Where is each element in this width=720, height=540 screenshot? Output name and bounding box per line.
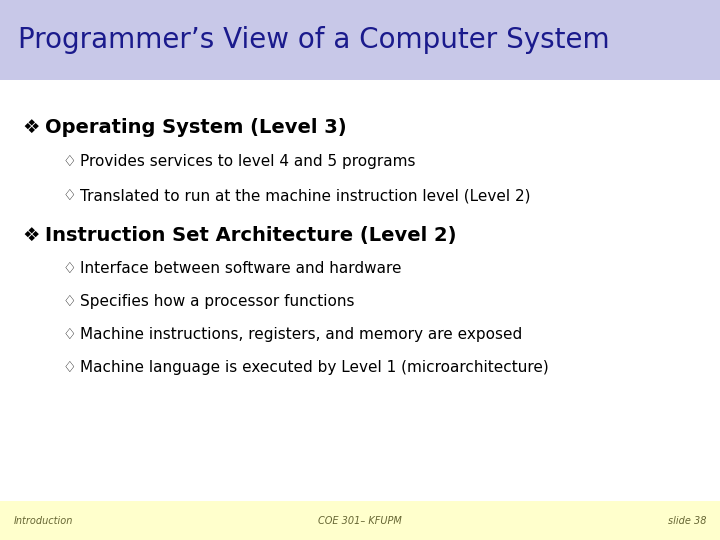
- Text: ❖: ❖: [22, 226, 40, 245]
- Text: Machine language is executed by Level 1 (microarchitecture): Machine language is executed by Level 1 …: [80, 360, 549, 375]
- Text: Specifies how a processor functions: Specifies how a processor functions: [80, 294, 354, 309]
- Text: ❖: ❖: [22, 118, 40, 137]
- Text: Interface between software and hardware: Interface between software and hardware: [80, 261, 402, 276]
- Text: Provides services to level 4 and 5 programs: Provides services to level 4 and 5 progr…: [80, 154, 415, 170]
- Bar: [0, 0, 720, 80]
- Text: ♢: ♢: [62, 360, 76, 375]
- Text: ♢: ♢: [62, 261, 76, 276]
- Text: ♢: ♢: [62, 188, 76, 204]
- Text: Operating System (Level 3): Operating System (Level 3): [45, 118, 346, 137]
- Text: slide 38: slide 38: [667, 516, 706, 525]
- Text: Machine instructions, registers, and memory are exposed: Machine instructions, registers, and mem…: [80, 327, 522, 342]
- Text: Programmer’s View of a Computer System: Programmer’s View of a Computer System: [18, 26, 610, 54]
- Text: Introduction: Introduction: [14, 516, 73, 525]
- Text: ♢: ♢: [62, 154, 76, 170]
- Bar: [0, 501, 720, 540]
- Text: COE 301– KFUPM: COE 301– KFUPM: [318, 516, 402, 525]
- Text: Translated to run at the machine instruction level (Level 2): Translated to run at the machine instruc…: [80, 188, 531, 204]
- Text: Instruction Set Architecture (Level 2): Instruction Set Architecture (Level 2): [45, 226, 456, 245]
- Text: ♢: ♢: [62, 294, 76, 309]
- Text: ♢: ♢: [62, 327, 76, 342]
